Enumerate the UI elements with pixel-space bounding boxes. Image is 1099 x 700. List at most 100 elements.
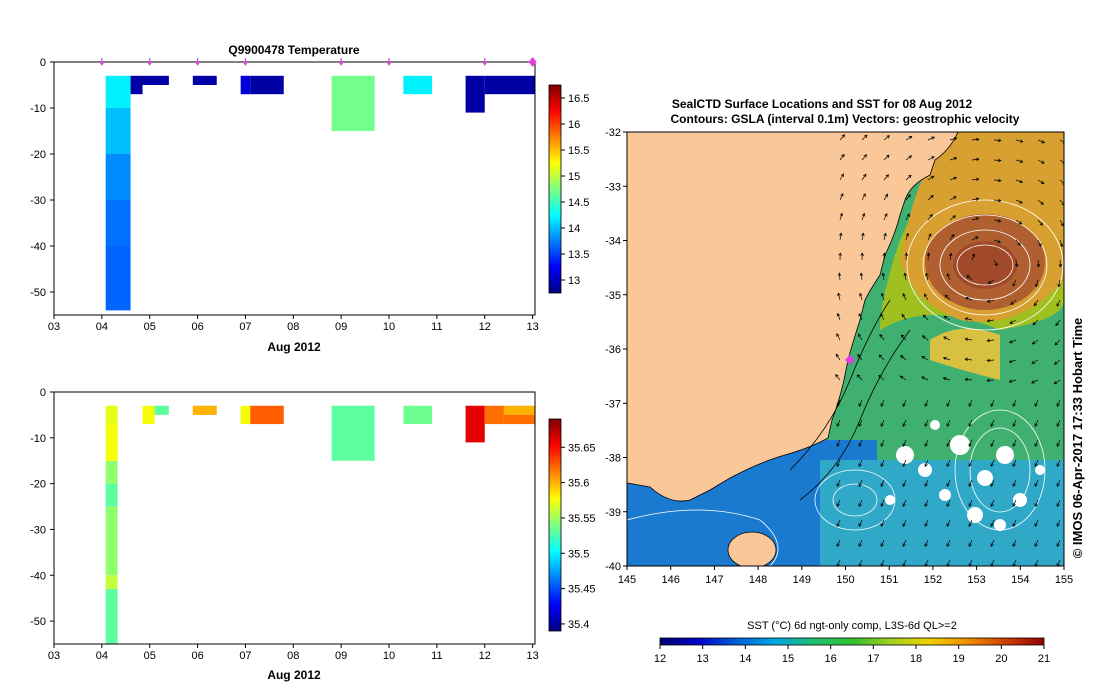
x-tick-label: 06 bbox=[191, 650, 203, 662]
velocity-vector bbox=[879, 333, 885, 341]
velocity-vector bbox=[1012, 479, 1017, 487]
velocity-vector bbox=[1034, 539, 1039, 547]
map-x-tick-label: 153 bbox=[967, 574, 985, 586]
velocity-vector bbox=[968, 479, 973, 487]
velocity-vector bbox=[971, 217, 980, 221]
velocity-vector bbox=[901, 313, 907, 321]
colorbar-tick-label: 13.5 bbox=[568, 249, 589, 261]
data-cell bbox=[130, 85, 143, 95]
velocity-vector bbox=[1014, 259, 1019, 268]
warm-filament bbox=[930, 328, 1000, 380]
velocity-vector bbox=[860, 252, 864, 261]
data-cell bbox=[105, 483, 118, 507]
velocity-vector bbox=[968, 419, 973, 427]
x-tick-label: 07 bbox=[239, 321, 251, 333]
velocity-vector bbox=[858, 419, 863, 427]
velocity-vector bbox=[880, 459, 885, 467]
velocity-vector bbox=[882, 252, 886, 261]
velocity-vector bbox=[1056, 519, 1061, 527]
velocity-vector bbox=[921, 335, 929, 341]
salinity-panel: 03 04 05 06 07 08 09 10 11 12 13 0-10-20-30-40-50 … bbox=[30, 387, 595, 682]
velocity-vector bbox=[1056, 399, 1061, 407]
profile-marker-head bbox=[147, 62, 153, 66]
velocity-vector bbox=[993, 198, 1002, 203]
velocity-vector bbox=[964, 296, 973, 301]
sst-colorbar-label: SST (°C) 6d ngt-only comp, L3S-6d QL>=2 bbox=[747, 620, 957, 632]
velocity-vector bbox=[946, 539, 951, 547]
y-tick-label: -20 bbox=[30, 479, 46, 491]
cloud-mask bbox=[885, 420, 1045, 531]
data-cell bbox=[403, 75, 433, 95]
velocity-vector bbox=[990, 519, 995, 527]
x-tick-label: 13 bbox=[526, 321, 538, 333]
velocity-vector bbox=[990, 399, 995, 407]
velocity-vector bbox=[902, 439, 907, 447]
data-cell bbox=[105, 405, 118, 425]
velocity-vector bbox=[990, 459, 995, 467]
velocity-vector bbox=[858, 479, 863, 487]
map-title-line1: SealCTD Surface Locations and SST for 08… bbox=[672, 97, 973, 111]
data-cell bbox=[331, 405, 375, 461]
velocity-vector bbox=[993, 178, 1002, 183]
colorbar-tick-label: 35.6 bbox=[568, 478, 589, 490]
velocity-vector bbox=[902, 459, 907, 467]
x-tick-label: 11 bbox=[431, 650, 442, 662]
velocity-vector bbox=[880, 519, 885, 527]
data-cell bbox=[465, 405, 485, 443]
x-tick-label: 12 bbox=[479, 650, 491, 662]
velocity-vector bbox=[927, 175, 935, 181]
velocity-vector bbox=[946, 559, 951, 566]
velocity-vector bbox=[903, 272, 907, 281]
y-tick-label: -30 bbox=[30, 195, 46, 207]
data-cell bbox=[142, 405, 155, 425]
map-x-ticks: 145 146 147 148 149 150 151 152 153 154 155 bbox=[618, 566, 1073, 586]
velocity-vector bbox=[839, 153, 845, 161]
velocity-vector bbox=[1008, 359, 1017, 364]
y-tick-label: -20 bbox=[30, 149, 46, 161]
velocity-vector bbox=[883, 135, 890, 141]
velocity-vector bbox=[968, 399, 973, 407]
velocity-vector bbox=[880, 292, 885, 301]
velocity-vector bbox=[1031, 359, 1039, 364]
profile-marker-head bbox=[338, 62, 344, 66]
velocity-vector bbox=[902, 539, 907, 547]
velocity-vector bbox=[858, 539, 863, 547]
map-x-tick-label: 145 bbox=[618, 574, 636, 586]
velocity-vector bbox=[1015, 199, 1023, 204]
x-tick-label: 12 bbox=[479, 321, 491, 333]
velocity-vector bbox=[1008, 379, 1017, 383]
data-cell bbox=[192, 75, 217, 85]
velocity-vector bbox=[971, 177, 980, 182]
velocity-vector bbox=[902, 519, 907, 527]
velocity-vector bbox=[1032, 319, 1039, 326]
velocity-vector bbox=[946, 519, 951, 527]
current-profile-marker bbox=[528, 57, 537, 67]
data-cell bbox=[105, 575, 118, 590]
velocity-vector bbox=[905, 232, 910, 241]
map-x-tick-label: 146 bbox=[662, 574, 680, 586]
map-x-tick-label: 154 bbox=[1011, 574, 1029, 586]
velocity-vector bbox=[1053, 359, 1061, 365]
velocity-vector bbox=[1034, 399, 1039, 407]
velocity-vector bbox=[943, 336, 951, 341]
velocity-vector bbox=[1037, 219, 1043, 226]
seal-location-marker bbox=[844, 354, 855, 365]
map-y-tick-label: -32 bbox=[605, 127, 621, 139]
velocity-vector bbox=[1036, 259, 1041, 268]
warm-eddy-core bbox=[953, 241, 1017, 289]
salinity-x-label: Aug 2012 bbox=[267, 668, 321, 682]
velocity-vector bbox=[1056, 559, 1061, 566]
salinity-y-ticks: 0 -10 -20 -30 -40 -50 bbox=[30, 387, 54, 628]
velocity-vector bbox=[1056, 539, 1061, 547]
velocity-vector bbox=[902, 559, 907, 566]
temperature-axes-frame bbox=[53, 61, 536, 316]
y-tick-label: 0 bbox=[40, 387, 46, 399]
temperature-title: Q9900478 Temperature bbox=[228, 43, 360, 57]
map-y-tick-label: -39 bbox=[605, 507, 621, 519]
velocity-vector bbox=[971, 157, 980, 162]
velocity-vector bbox=[949, 196, 957, 201]
map-y-tick-label: -36 bbox=[605, 344, 621, 356]
data-cell bbox=[105, 506, 118, 576]
velocity-vector bbox=[859, 292, 863, 301]
temperature-panel: Q9900478 Temperature 03 04 05 06 07 08 09 10 11 1… bbox=[30, 43, 589, 354]
